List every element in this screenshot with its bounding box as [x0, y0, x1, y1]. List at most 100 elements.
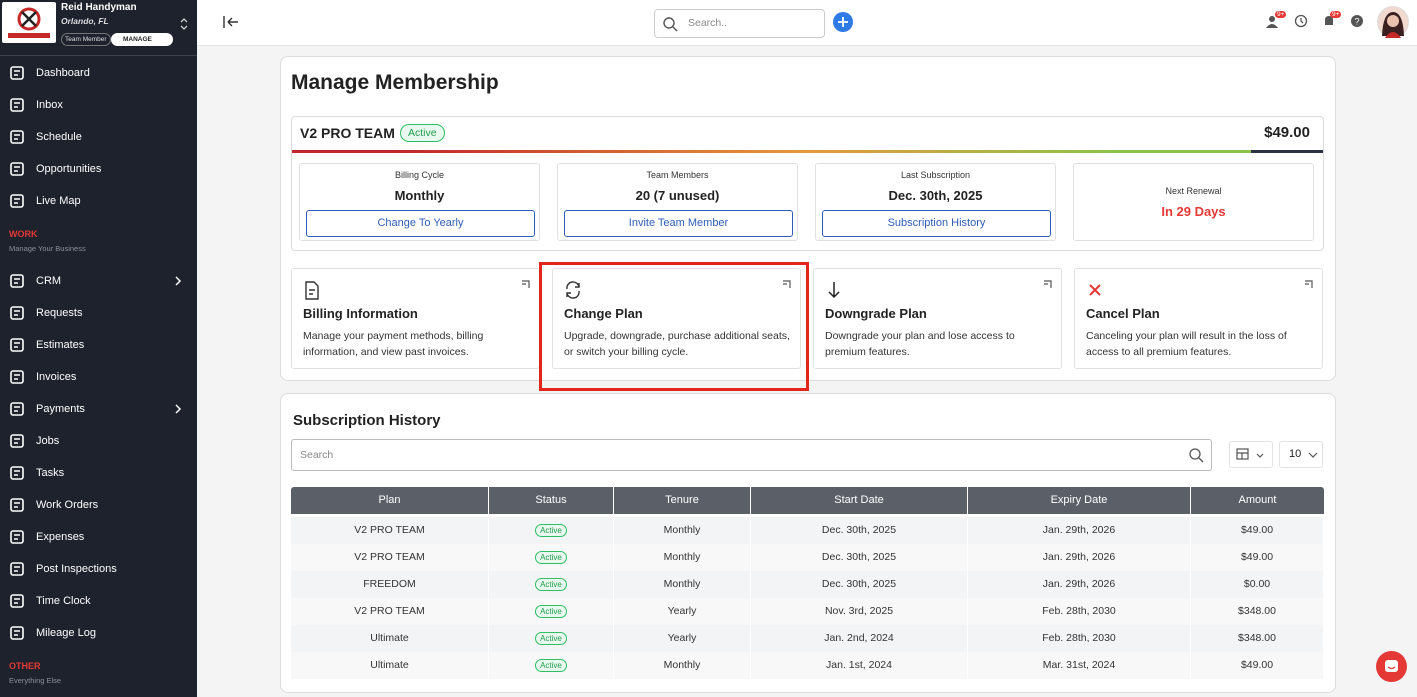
- avatar[interactable]: [1377, 6, 1409, 38]
- nav-item[interactable]: Expenses: [0, 521, 197, 553]
- stat-button[interactable]: Subscription History: [822, 210, 1051, 237]
- account-switch[interactable]: [178, 17, 190, 31]
- renewal-value: In 29 Days: [1161, 204, 1226, 219]
- nav-label: Live Map: [36, 195, 81, 207]
- action-card[interactable]: Cancel Plan Canceling your plan will resu…: [1074, 268, 1323, 369]
- history-search[interactable]: Search: [291, 439, 1212, 471]
- highlight-box: [539, 262, 809, 391]
- nav-item[interactable]: Work Orders: [0, 489, 197, 521]
- nav-item[interactable]: Time Clock: [0, 585, 197, 617]
- stat-value: Dec. 30th, 2025: [888, 188, 983, 203]
- plan-status: Active: [400, 124, 445, 142]
- nav-item[interactable]: Opportunities: [0, 153, 197, 185]
- page-size-select[interactable]: 10: [1279, 441, 1323, 468]
- table-row: [291, 544, 1324, 571]
- plan-name: V2 PRO TEAM: [300, 125, 395, 141]
- manage-button[interactable]: MANAGE: [111, 33, 173, 46]
- action-icon: [825, 281, 843, 305]
- column-header: Plan: [291, 487, 489, 514]
- chevron: [1308, 452, 1318, 458]
- chevron: [175, 276, 182, 286]
- nav-icon: [10, 370, 24, 384]
- nav-icon: [10, 402, 24, 416]
- stat-box: Billing Cycle Monthly Change To Yearly: [299, 163, 540, 241]
- action-description: Upgrade, downgrade, purchase additional …: [564, 330, 790, 358]
- table-cell: Jan. 1st, 2024: [751, 652, 968, 679]
- help-icon[interactable]: ?: [1350, 14, 1364, 28]
- action-card[interactable]: Downgrade Plan Downgrade your plan and lo…: [813, 268, 1062, 369]
- nav-item[interactable]: Dashboard: [0, 57, 197, 89]
- table-cell: Monthly: [614, 544, 751, 571]
- renewal-label: Next Renewal: [1165, 186, 1222, 196]
- chat-button[interactable]: [1376, 651, 1407, 682]
- nav-icon: [10, 498, 24, 512]
- icon: [1305, 280, 1313, 288]
- nav-item[interactable]: Live Map: [0, 185, 197, 217]
- nav-label: Invoices: [36, 371, 77, 383]
- nav-item[interactable]: CRM: [0, 265, 197, 297]
- nav-item[interactable]: Invoices: [0, 361, 197, 393]
- search-placeholder: Search: [300, 449, 334, 461]
- team-icon[interactable]: [1265, 14, 1279, 28]
- bell-icon[interactable]: [1322, 14, 1336, 28]
- nav-label: Opportunities: [36, 163, 102, 175]
- nav-item[interactable]: Payments: [0, 393, 197, 425]
- collapse-button[interactable]: [223, 15, 239, 29]
- action-card[interactable]: Change Plan Upgrade, downgrade, purchase …: [552, 268, 801, 369]
- status-badge: Active: [535, 631, 567, 645]
- table-cell: Yearly: [614, 625, 751, 652]
- role-pill: Team Member: [61, 33, 111, 46]
- icon: [828, 282, 840, 299]
- nav-item[interactable]: Jobs: [0, 425, 197, 457]
- status-badge: Active: [535, 658, 567, 672]
- corner-icon: [782, 276, 792, 294]
- nav-item[interactable]: Inbox: [0, 89, 197, 121]
- status-badge: Active: [535, 604, 567, 618]
- stat-box: Last Subscription Dec. 30th, 2025 Subscrip…: [815, 163, 1056, 241]
- status-badge: Active: [535, 523, 567, 537]
- nav-item[interactable]: Requests: [0, 297, 197, 329]
- nav-label: CRM: [36, 275, 62, 287]
- nav-label: Tasks: [36, 467, 65, 479]
- table-cell: $348.00: [1191, 625, 1324, 652]
- nav-label: Dashboard: [36, 67, 90, 79]
- nav-label: Expenses: [36, 531, 85, 543]
- stat-label: Last Subscription: [900, 170, 971, 180]
- nav-icon: [10, 194, 24, 208]
- nav-item[interactable]: Schedule: [0, 121, 197, 153]
- stat-button[interactable]: Change To Yearly: [306, 210, 535, 237]
- topbar: Search.. 9+ 9+ ?: [197, 0, 1417, 46]
- table-cell: Jan. 29th, 2026: [968, 544, 1191, 571]
- nav-item[interactable]: Mileage Log: [0, 617, 197, 649]
- action-icon: [303, 281, 321, 305]
- nav-label: Jobs: [36, 435, 60, 447]
- nav-icon: [10, 530, 24, 544]
- columns-button[interactable]: [1229, 441, 1273, 468]
- search-box[interactable]: Search..: [654, 9, 825, 38]
- table-cell: Jan. 2nd, 2024: [751, 625, 968, 652]
- page-size: 10: [1289, 448, 1302, 460]
- status-badge: Active: [535, 550, 567, 564]
- add-button[interactable]: [833, 12, 853, 32]
- plan-price: $49.00: [1264, 124, 1310, 141]
- nav-item[interactable]: Tasks: [0, 457, 197, 489]
- nav-label: Payments: [36, 403, 85, 415]
- table-row: [291, 517, 1324, 544]
- search-icon: [663, 17, 678, 32]
- section-subtitle: Manage Your Business: [9, 244, 86, 253]
- nav-icon: [10, 162, 24, 176]
- icon: [783, 280, 791, 288]
- corner-icon: [1043, 276, 1053, 294]
- nav-icon: [10, 274, 24, 288]
- table-cell: Active: [489, 544, 614, 571]
- nav-label: Time Clock: [36, 595, 91, 607]
- action-card[interactable]: Billing Information Manage your payment m…: [291, 268, 540, 369]
- nav-item[interactable]: Estimates: [0, 329, 197, 361]
- clock-icon[interactable]: [1294, 14, 1308, 28]
- stat-button[interactable]: Invite Team Member: [564, 210, 793, 237]
- nav-item[interactable]: Post Inspections: [0, 553, 197, 585]
- table-cell: Active: [489, 517, 614, 544]
- table-cell: Dec. 30th, 2025: [751, 544, 968, 571]
- stat-label: Billing Cycle: [394, 170, 445, 180]
- nav-icon: [10, 130, 24, 144]
